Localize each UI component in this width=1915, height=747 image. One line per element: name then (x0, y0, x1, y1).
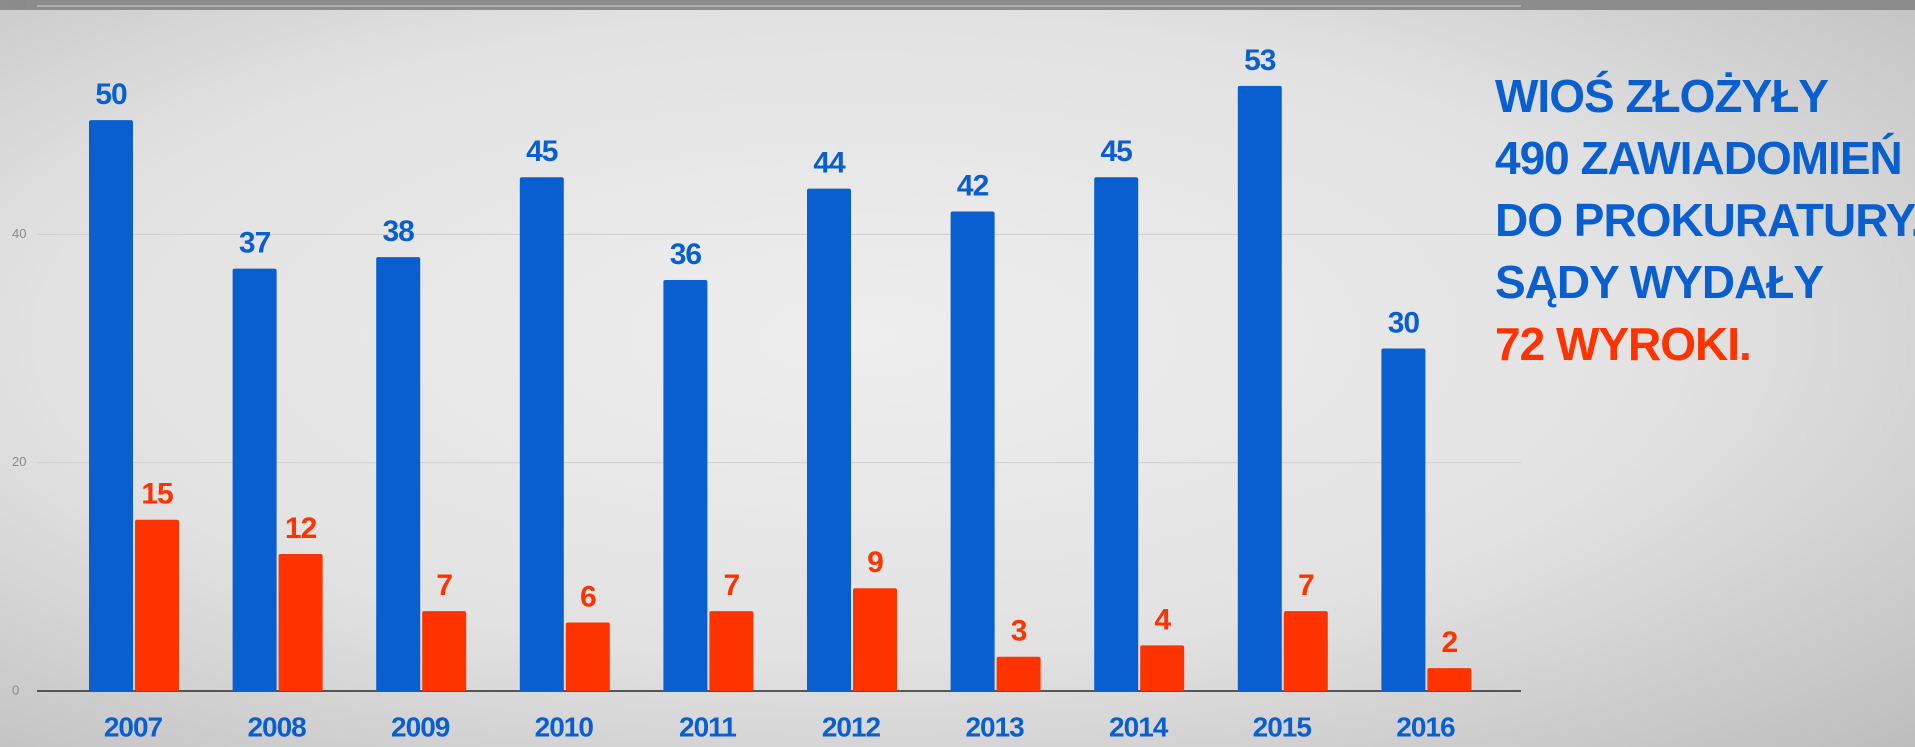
x-tick-label: 2011 (679, 711, 736, 742)
annotation: SĄDY WYDAŁY (1495, 256, 1823, 308)
annotation: 490 ZAWIADOMIEŃ (1495, 132, 1902, 184)
bar (1381, 348, 1426, 691)
y-tick-label: 20 (12, 454, 26, 469)
x-tick-label: 2010 (535, 711, 594, 742)
y-tick-label: 60 (12, 0, 26, 12)
value-label: 7 (724, 569, 740, 602)
value-label: 9 (867, 546, 883, 579)
x-tick-label: 2016 (1396, 711, 1455, 742)
bar (422, 611, 467, 691)
bar (950, 211, 995, 691)
bar (1140, 645, 1185, 691)
x-tick-label: 2009 (391, 711, 450, 742)
bar (1094, 177, 1139, 691)
x-tick-label: 2015 (1253, 711, 1312, 742)
y-tick-label: 40 (12, 226, 26, 241)
bar (135, 519, 179, 691)
annotation: DO PROKURATURY. (1495, 194, 1915, 246)
bar (663, 280, 708, 691)
bar (89, 120, 133, 691)
value-label: 37 (239, 227, 271, 260)
bar (996, 656, 1041, 691)
value-label: 6 (580, 580, 596, 613)
x-tick-label: 2014 (1109, 711, 1169, 742)
x-tick-label: 2008 (247, 711, 306, 742)
bar (1427, 668, 1472, 691)
value-label: 12 (285, 512, 317, 545)
bar (278, 554, 323, 691)
bar (519, 177, 564, 691)
annotation: 72 WYROKI. (1495, 318, 1751, 370)
value-label: 53 (1244, 44, 1276, 77)
bar (853, 588, 897, 691)
value-label: 50 (95, 78, 127, 111)
bar (232, 268, 277, 691)
value-label: 4 (1154, 603, 1171, 636)
value-label: 30 (1388, 306, 1420, 339)
bar (709, 611, 754, 691)
bar (1237, 85, 1282, 691)
value-label: 3 (1011, 615, 1027, 648)
value-label: 42 (957, 169, 989, 202)
bar (1283, 611, 1328, 691)
x-tick-label: 2013 (965, 711, 1024, 742)
annotation: WIOŚ ZŁOŻYŁY (1495, 70, 1828, 122)
value-label: 45 (1101, 135, 1133, 168)
value-label: 44 (813, 147, 846, 180)
x-tick-label: 2007 (104, 711, 163, 742)
value-label: 2 (1442, 626, 1458, 659)
value-label: 36 (670, 238, 702, 271)
y-tick-label: 0 (12, 682, 19, 697)
top-strip (0, 0, 1915, 10)
value-label: 45 (526, 135, 558, 168)
value-label: 15 (141, 478, 173, 511)
value-label: 38 (383, 215, 415, 248)
bar (376, 257, 421, 691)
value-label: 7 (436, 569, 452, 602)
x-tick-label: 2012 (822, 711, 881, 742)
bar (807, 188, 851, 691)
bar (565, 622, 610, 691)
value-label: 7 (1298, 569, 1314, 602)
